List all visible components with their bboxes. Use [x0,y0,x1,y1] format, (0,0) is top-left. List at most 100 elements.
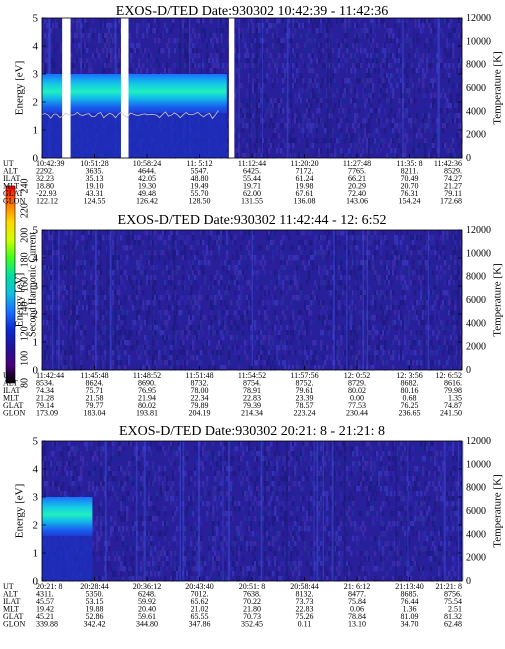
ephemeris-value: 11:54:52 [238,371,266,380]
ephemeris-value: 72.40 [348,189,366,198]
ephemeris-value: 21.02 [191,605,209,614]
row-label: ALT [3,379,18,388]
ephemeris-value: 76.31 [401,189,419,198]
ephemeris-value: 6425. [243,167,261,176]
ephemeris-value: 7172. [296,167,314,176]
ephemeris-value: 126.42 [136,197,158,206]
ephemeris-value: 81.09 [401,612,419,621]
ephemeris-value: 136.08 [294,197,316,206]
ephemeris-value: 79.77 [86,401,104,410]
ephemeris-value: 20.40 [138,605,156,614]
ephemeris-value: 76.95 [138,386,156,395]
ephemeris-value: 80.02 [348,386,366,395]
y-tick-label: 1 [33,337,39,349]
colorbar-tick-label: 120 [19,326,30,341]
y-tick-label: 2 [33,520,39,532]
y2-tick-label: 0 [466,365,471,376]
data-gap [228,18,235,158]
ephemeris-value: 11:42:36 [434,159,462,168]
data-gap [120,18,129,158]
ephemeris-value: 70.22 [243,597,261,606]
y2-axis-label: Temperature [K] [492,263,504,336]
ephemeris-value: 21.94 [138,394,156,403]
y2-tick-label: 2000 [466,342,486,353]
ephemeris-value: 74.87 [444,401,462,410]
ephemeris-value: 13.10 [348,620,366,629]
row-label: GLON [3,409,25,418]
ephemeris-value: 75.26 [296,612,314,621]
ephemeris-value: 131.55 [241,197,263,206]
ephemeris-value: 10:58:24 [133,159,161,168]
ephemeris-value: 11:20:20 [290,159,318,168]
y2-tick-label: 12000 [466,436,491,447]
y-tick-label: 1 [33,548,39,560]
y-tick-label: 3 [33,281,39,293]
y-tick-label: 2 [33,97,39,109]
ephemeris-value: 74.27 [444,174,462,183]
ephemeris-value: 53.15 [86,597,104,606]
ephemeris-value: 0.06 [350,605,364,614]
ephemeris-value: 241.50 [440,409,462,418]
ephemeris-value: 2292. [36,167,54,176]
ephemeris-value: 0.11 [298,620,312,629]
y2-tick-label: 4000 [466,106,486,117]
ephemeris-value: 8685. [401,590,419,599]
ephemeris-value: 8616. [444,379,462,388]
ephemeris-value: 70.73 [243,612,261,621]
ephemeris-value: 8211. [401,167,419,176]
y-axis-label: Energy [eV] [14,484,26,538]
ephemeris-value: 11: 5:12 [186,159,212,168]
heatmap-panel-2 [41,229,463,371]
y-tick-label: 4 [33,253,39,265]
ephemeris-value: 80.02 [138,401,156,410]
y2-tick-label: 12000 [466,13,491,24]
heatmap-panel-1 [41,17,463,159]
y-tick-label: 5 [33,13,39,25]
ephemeris-value: 22.83 [243,394,261,403]
ephemeris-value: 154.24 [399,197,421,206]
row-label: GLON [3,620,25,629]
ephemeris-value: 22.83 [296,605,314,614]
ephemeris-value: 8132. [296,590,314,599]
ephemeris-value: 20:51: 8 [239,582,265,591]
ephemeris-value: 12: 6:52 [436,371,462,380]
y-tick-label: 0 [33,153,39,165]
ephemeris-value: 77.53 [348,401,366,410]
ephemeris-value: 19.30 [138,182,156,191]
colorbar-tick-label: 200 [19,228,30,243]
row-label: UT [3,159,14,168]
ephemeris-value: 20.29 [348,182,366,191]
ephemeris-value: 11:45:48 [80,371,108,380]
ephemeris-value: 172.68 [440,197,462,206]
ephemeris-value: 128.50 [189,197,211,206]
y2-tick-label: 10000 [466,459,491,470]
ephemeris-value: 2.51 [448,605,462,614]
row-label: MLT [3,394,19,403]
row-label: MLT [3,182,19,191]
ephemeris-value: 32.23 [36,174,54,183]
y2-tick-label: 0 [466,576,471,587]
ephemeris-value: 347.86 [189,620,211,629]
row-label: ILAT [3,597,20,606]
ephemeris-value: 55.44 [243,174,261,183]
y-tick-label: 3 [33,492,39,504]
ephemeris-value: 45.21 [36,612,54,621]
y2-tick-label: 12000 [466,225,491,236]
y2-axis-label: Temperature [K] [492,51,504,124]
ephemeris-value: 11:35: 8 [396,159,422,168]
low-energy-region [42,536,93,581]
colorbar [5,185,16,384]
ephemeris-value: 79.11 [444,189,462,198]
ephemeris-value: 20.70 [401,182,419,191]
ephemeris-value: 59.61 [138,612,156,621]
row-label: ILAT [3,386,20,395]
ephemeris-value: 6248. [138,590,156,599]
ephemeris-value: 11:27:48 [343,159,371,168]
ephemeris-value: 18.80 [36,182,54,191]
row-label: GLAT [3,401,24,410]
row-label: GLAT [3,189,24,198]
ephemeris-value: 79.89 [191,401,209,410]
ephemeris-value: 81.32 [444,612,462,621]
ephemeris-value: 21: 6:12 [344,582,370,591]
ephemeris-value: 183.04 [84,409,106,418]
